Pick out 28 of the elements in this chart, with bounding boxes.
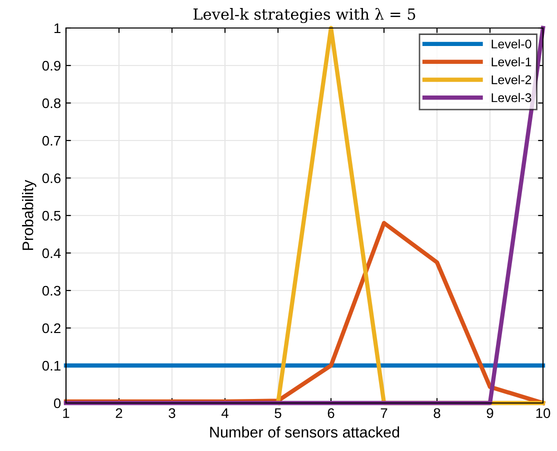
x-tick-label: 6 (328, 408, 334, 418)
y-tick-label: 0.5 (42, 210, 61, 221)
x-tick-label: 3 (168, 408, 176, 418)
chart-title: Level-k strategies with λ = 5 (193, 8, 416, 24)
y-tick-label: 0.3 (42, 286, 61, 296)
y-tick-label: 0.8 (42, 98, 61, 108)
y-tick-label: 0.1 (42, 360, 60, 371)
x-tick-label: 7 (380, 408, 388, 418)
y-tick-label: 0.2 (42, 323, 60, 334)
y-tick-label: 0.7 (42, 136, 60, 146)
x-tick-label: 2 (116, 408, 122, 418)
x-tick-label: 8 (434, 408, 440, 418)
legend-label: Level-1 (492, 57, 532, 66)
legend-label: Level-2 (492, 75, 532, 84)
y-tick-label: 0.4 (42, 248, 61, 258)
x-tick-label: 10 (536, 408, 550, 418)
y-tick-label: 1 (54, 23, 60, 34)
x-tick-label: 4 (221, 408, 228, 418)
y-tick-label: 0 (54, 398, 61, 408)
y-tick-label: 0.9 (42, 60, 60, 71)
x-tick-label: 5 (274, 408, 282, 418)
x-tick-label: 1 (63, 408, 70, 418)
legend-label: Level-0 (492, 39, 532, 48)
y-axis-title: Probability (22, 180, 36, 250)
y-tick-label: 0.6 (42, 173, 61, 184)
x-tick-label: 9 (486, 408, 494, 418)
x-axis-title: Number of sensors attacked (210, 426, 400, 438)
legend-label: Level-3 (492, 92, 532, 102)
